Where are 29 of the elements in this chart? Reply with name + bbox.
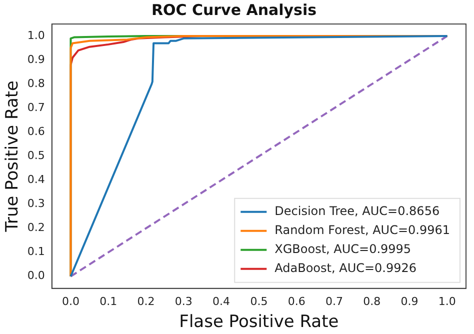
y-tick-label: 0.6 <box>27 125 45 138</box>
y-tick-label: 0.1 <box>27 245 45 258</box>
x-tick-label: 0.7 <box>325 294 343 308</box>
x-tick-label: 1.0 <box>438 294 456 308</box>
x-tick-label: 0.9 <box>400 294 418 308</box>
y-tick-label: 0.5 <box>27 149 45 162</box>
x-tick-label: 0.2 <box>137 294 155 308</box>
y-tick-label: 1.0 <box>27 28 45 42</box>
legend-label: Decision Tree, AUC=0.8656 <box>274 204 440 218</box>
y-axis-title: True Positive Rate <box>2 80 23 233</box>
x-tick-label: 0.6 <box>288 294 306 308</box>
x-tick-label: 0.8 <box>363 294 381 308</box>
y-tick-label: 0.3 <box>27 197 45 210</box>
legend-label: Random Forest, AUC=0.9961 <box>274 223 450 238</box>
y-tick-label: 0.8 <box>27 76 45 90</box>
x-tick-label: 0.3 <box>174 294 192 308</box>
y-tick-label: 0.0 <box>27 269 45 282</box>
x-tick-label: 0.0 <box>62 294 80 308</box>
x-tick-label: 0.1 <box>100 294 118 308</box>
x-axis-title: Flase Positive Rate <box>179 312 339 332</box>
y-tick-label: 0.2 <box>27 221 45 234</box>
legend-label: AdaBoost, AUC=0.9926 <box>274 261 417 276</box>
y-tick-label: 0.9 <box>27 52 45 66</box>
y-tick-label: 0.4 <box>27 173 45 186</box>
chart-title: ROC Curve Analysis <box>151 0 317 19</box>
y-tick-label: 0.7 <box>27 100 45 114</box>
legend-label: XGBoost, AUC=0.9995 <box>274 242 412 256</box>
x-tick-label: 0.5 <box>250 294 268 308</box>
x-tick-label: 0.4 <box>212 294 230 308</box>
